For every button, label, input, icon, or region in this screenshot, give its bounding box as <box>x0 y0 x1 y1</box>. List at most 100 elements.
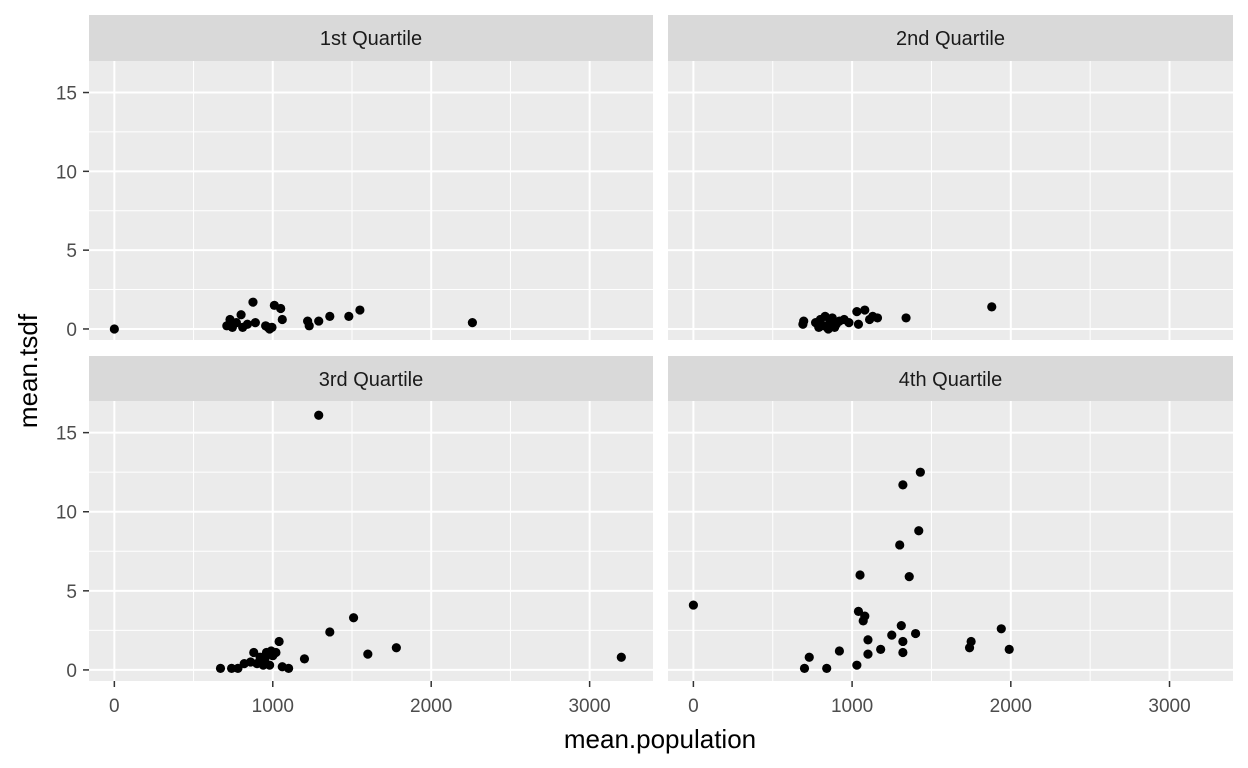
y-axis-top-row: 0 5 10 15 <box>56 84 89 341</box>
x-tick-label: 3000 <box>1148 696 1190 717</box>
data-point <box>898 480 908 490</box>
facet-strip-label: 2nd Quartile <box>896 28 1005 50</box>
data-point <box>898 647 908 658</box>
facet-panel: 1st Quartile <box>89 15 653 340</box>
data-point <box>852 660 862 670</box>
y-tick-label: 10 <box>56 503 77 524</box>
data-point <box>284 663 294 673</box>
data-point <box>248 297 258 307</box>
plot-background <box>668 401 1233 681</box>
data-point <box>887 630 897 640</box>
x-tick-label: 1000 <box>252 696 294 717</box>
facet-strip <box>668 15 1233 61</box>
data-point <box>876 644 886 654</box>
data-point <box>844 318 854 328</box>
data-point <box>834 646 845 656</box>
data-point <box>895 540 905 550</box>
data-point <box>853 606 864 616</box>
data-point <box>250 318 260 328</box>
data-point <box>314 316 324 326</box>
data-point <box>872 313 883 323</box>
facet-strip-label: 4th Quartile <box>899 369 1002 391</box>
data-point <box>901 313 911 323</box>
data-point <box>804 652 814 662</box>
data-point <box>896 621 906 631</box>
facet-panel: 4th Quartile <box>668 356 1233 681</box>
facet-strip-label: 3rd Quartile <box>319 369 424 391</box>
data-point <box>267 322 277 332</box>
x-axis-right-column: 0 1000 2000 3000 <box>688 681 1191 717</box>
data-point <box>860 611 870 621</box>
data-point <box>1004 644 1014 654</box>
data-point <box>852 307 862 317</box>
y-tick-label: 0 <box>66 320 77 341</box>
data-point <box>915 467 925 477</box>
data-point <box>304 321 314 331</box>
plot-background <box>89 401 653 681</box>
data-point <box>914 526 924 536</box>
data-point <box>853 319 864 329</box>
y-tick-label: 5 <box>66 582 77 603</box>
y-axis-bottom-row: 0 5 10 15 <box>56 424 89 682</box>
x-tick-label: 2000 <box>990 696 1032 717</box>
x-tick-label: 2000 <box>410 696 452 717</box>
facet-strip <box>89 356 653 402</box>
data-point <box>987 302 997 312</box>
facet-strip <box>89 15 653 61</box>
facet-strip <box>668 356 1233 402</box>
data-point <box>236 310 246 320</box>
data-point <box>391 643 401 653</box>
data-point <box>904 571 914 582</box>
data-point <box>863 649 873 659</box>
data-point <box>271 647 281 658</box>
panels-layer: 1st Quartile 2nd Quartile 3rd Quartile 4th … <box>89 15 1233 681</box>
data-point <box>822 663 832 673</box>
data-point <box>233 663 243 673</box>
data-point <box>276 303 286 314</box>
y-tick-label: 0 <box>66 661 77 682</box>
data-point <box>355 305 365 315</box>
x-tick-label: 1000 <box>831 696 873 717</box>
data-point <box>860 305 870 315</box>
x-tick-label: 0 <box>688 696 699 717</box>
y-tick-label: 15 <box>56 84 77 105</box>
plot-background <box>668 61 1233 340</box>
data-point <box>325 627 335 637</box>
data-point <box>363 649 373 659</box>
y-tick-label: 15 <box>56 424 77 445</box>
data-point <box>863 635 873 645</box>
data-point <box>249 647 259 658</box>
data-point <box>299 654 310 664</box>
data-point <box>314 410 324 420</box>
data-point <box>348 613 359 623</box>
data-point <box>242 319 253 329</box>
data-point <box>799 663 810 673</box>
data-point <box>898 636 908 647</box>
data-point <box>109 324 119 334</box>
facet-strip-label: 1st Quartile <box>320 28 422 50</box>
y-tick-label: 10 <box>56 162 77 183</box>
data-point <box>274 636 284 647</box>
data-point <box>325 311 335 321</box>
data-point <box>231 318 241 328</box>
data-point <box>215 663 226 673</box>
x-tick-label: 3000 <box>568 696 610 717</box>
data-point <box>277 314 287 325</box>
data-point <box>855 570 865 580</box>
data-point <box>467 318 477 328</box>
data-point <box>820 311 830 321</box>
plot-background <box>89 61 653 340</box>
x-tick-label: 0 <box>109 696 120 717</box>
y-axis-title: mean.tsdf <box>13 313 43 428</box>
data-point <box>344 311 354 321</box>
data-point <box>910 628 921 639</box>
data-point <box>616 652 626 662</box>
y-tick-label: 5 <box>66 241 77 262</box>
x-axis-left-column: 0 1000 2000 3000 <box>109 681 611 717</box>
data-point <box>996 624 1006 634</box>
facet-panel: 3rd Quartile <box>89 356 653 681</box>
facet-panel: 2nd Quartile <box>668 15 1233 340</box>
data-point <box>799 316 809 326</box>
data-point <box>265 660 275 670</box>
